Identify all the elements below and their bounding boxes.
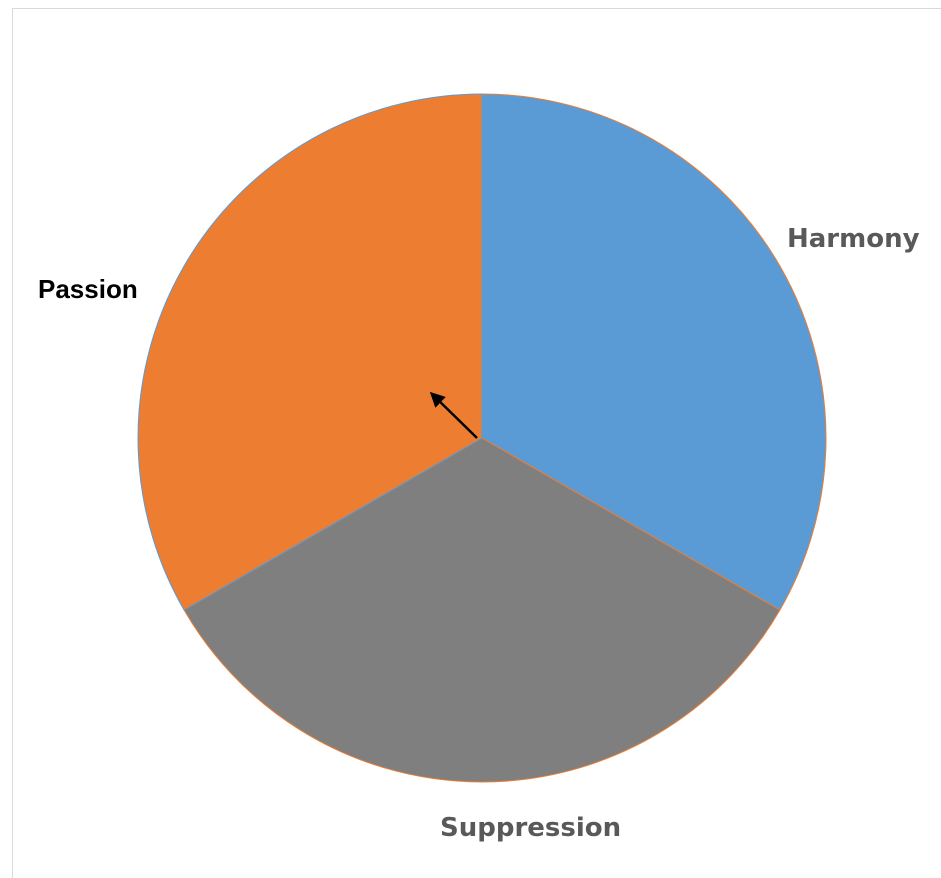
slice-label-suppression: Suppression bbox=[440, 813, 621, 843]
pie-slice-suppression bbox=[183, 437, 781, 783]
slice-label-harmony: Harmony bbox=[787, 224, 920, 254]
center-arrow-annotation bbox=[429, 391, 478, 439]
chart-frame bbox=[12, 8, 941, 878]
slice-label-passion: Passion bbox=[38, 274, 138, 304]
pie-slice-harmony bbox=[481, 93, 827, 611]
slices-group bbox=[137, 93, 827, 783]
pie-slice-passion bbox=[137, 93, 483, 611]
